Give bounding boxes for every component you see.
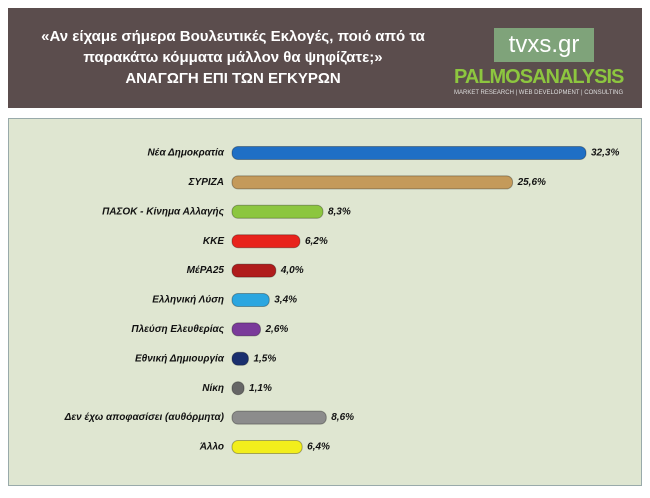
bar	[231, 322, 261, 337]
value-label: 8,6%	[331, 412, 354, 423]
chart-title: «Αν είχαμε σήμερα Βουλευτικές Εκλογές, π…	[41, 28, 425, 66]
bar	[231, 381, 245, 396]
value-label: 3,4%	[274, 295, 297, 306]
bar	[231, 204, 324, 219]
chart-subtitle: ΑΝΑΓΩΓΗ ΕΠΙ ΤΩΝ ΕΓΚΥΡΩΝ	[125, 70, 341, 87]
category-label: ΜέΡΑ25	[187, 265, 225, 276]
bar	[231, 293, 270, 307]
bar	[231, 410, 327, 425]
category-label: Νίκη	[202, 383, 224, 394]
value-label: 2,6%	[264, 324, 288, 335]
value-label: 4,0%	[280, 265, 304, 276]
header: «Αν είχαμε σήμερα Βουλευτικές Εκλογές, π…	[8, 8, 642, 108]
value-label: 1,1%	[249, 383, 272, 394]
category-label: ΚΚΕ	[203, 236, 224, 247]
bar	[231, 146, 587, 160]
bar	[231, 175, 514, 190]
bar	[231, 351, 249, 366]
category-label: Πλεύση Ελευθερίας	[131, 324, 224, 335]
value-label: 6,2%	[305, 236, 328, 247]
category-label: Άλλο	[199, 442, 224, 453]
logo: tvxs.gr	[494, 28, 594, 62]
value-label: 6,4%	[307, 442, 330, 453]
category-label: Δεν έχω αποφασίσει (αυθόρμητα)	[64, 412, 225, 423]
category-label: Νέα Δημοκρατία	[147, 148, 224, 159]
value-label: 25,6%	[517, 177, 546, 188]
category-label: Εθνική Δημιουργία	[135, 353, 225, 364]
category-label: ΠΑΣΟΚ - Κίνημα Αλλαγής	[102, 206, 225, 217]
value-label: 1,5%	[253, 353, 276, 364]
logo: PALMOSANALYSIS	[454, 66, 624, 88]
logo-tagline: MARKET RESEARCH | WEB DEVELOPMENT | CONS…	[454, 90, 624, 96]
bar	[231, 234, 301, 249]
category-label: ΣΥΡΙΖΑ	[188, 177, 224, 188]
value-label: 8,3%	[328, 206, 351, 217]
bar	[231, 440, 303, 454]
category-label: Ελληνική Λύση	[152, 295, 224, 306]
bar	[231, 263, 277, 278]
title-block: «Αν είχαμε σήμερα Βουλευτικές Εκλογές, π…	[28, 26, 438, 89]
value-label: 32,3%	[591, 148, 619, 159]
